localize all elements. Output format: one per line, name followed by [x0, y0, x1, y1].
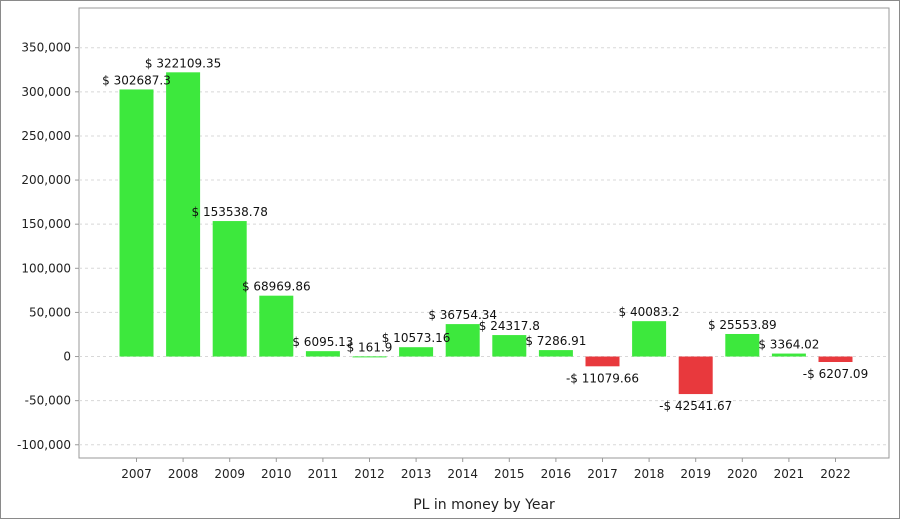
data-label-2009: $ 153538.78 — [192, 205, 268, 219]
y-tick-label: 350,000 — [21, 41, 71, 55]
data-labels: $ 302687.3 $ 322109.35 $ 153538.78 $ 68969.… — [102, 56, 868, 413]
y-tick-label: 50,000 — [29, 305, 71, 319]
bar-2008 — [166, 72, 201, 357]
bar-2013 — [399, 347, 434, 357]
y-tick-label: 150,000 — [21, 217, 71, 231]
bar-2015 — [492, 335, 527, 357]
bar-2020 — [725, 333, 760, 357]
y-tick-label: 250,000 — [21, 129, 71, 143]
x-tick-label-2016: 2016 — [541, 467, 572, 481]
x-axis-title: PL in money by Year — [413, 497, 555, 513]
y-tick-label: -50,000 — [25, 394, 71, 408]
x-tick-label-2011: 2011 — [308, 467, 339, 481]
x-tick-label-2008: 2008 — [168, 467, 199, 481]
x-tick-label-2010: 2010 — [261, 467, 292, 481]
data-label-2020: $ 25553.89 — [708, 318, 777, 332]
x-tick-label-2014: 2014 — [447, 467, 478, 481]
bar-2011 — [305, 351, 340, 357]
x-tick-label-2017: 2017 — [587, 467, 618, 481]
data-label-2013: $ 10573.16 — [382, 331, 451, 345]
x-tick-label-2012: 2012 — [354, 467, 385, 481]
bar-2014 — [445, 324, 480, 357]
bar-2009 — [212, 221, 247, 357]
x-tick-label-2009: 2009 — [214, 467, 245, 481]
y-tick-label: -100,000 — [17, 438, 71, 452]
data-label-2014: $ 36754.34 — [428, 308, 497, 322]
x-tick-label-2022: 2022 — [820, 467, 851, 481]
bar-2007 — [119, 89, 154, 357]
bar-2016 — [538, 350, 573, 357]
x-axis-ticks: 2007 2008 2009 2010 2011 2012 2013 2014 2015 2016… — [121, 458, 851, 481]
data-label-2017: -$ 11079.66 — [566, 371, 639, 385]
y-tick-label: 100,000 — [21, 261, 71, 275]
data-label-2015: $ 24317.8 — [479, 319, 540, 333]
data-label-2007: $ 302687.3 — [102, 73, 171, 87]
bar-2022 — [818, 356, 853, 363]
data-label-2019: -$ 42541.67 — [659, 399, 732, 413]
data-label-2018: $ 40083.2 — [619, 305, 680, 319]
data-label-2022: -$ 6207.09 — [803, 367, 868, 381]
bar-2012 — [352, 356, 387, 358]
bar-2018 — [632, 321, 667, 357]
y-axis-ticks: -100,000 -50,000 0 50,000 100,000 150,000 200,… — [17, 41, 79, 452]
bar-2017 — [585, 356, 620, 367]
data-label-2021: $ 3364.02 — [758, 338, 819, 352]
bars — [119, 72, 853, 395]
data-label-2012: $ 161.9 — [347, 340, 393, 354]
data-label-2011: $ 6095.13 — [292, 335, 353, 349]
x-tick-label-2020: 2020 — [727, 467, 758, 481]
bar-2010 — [259, 295, 294, 357]
y-tick-label: 200,000 — [21, 173, 71, 187]
x-tick-label-2007: 2007 — [121, 467, 152, 481]
bar-2021 — [771, 353, 806, 357]
x-tick-label-2018: 2018 — [634, 467, 665, 481]
x-tick-label-2019: 2019 — [680, 467, 711, 481]
x-tick-label-2013: 2013 — [401, 467, 432, 481]
x-tick-label-2015: 2015 — [494, 467, 525, 481]
data-label-2016: $ 7286.91 — [525, 334, 586, 348]
x-tick-label-2021: 2021 — [774, 467, 805, 481]
bar-2019 — [678, 356, 713, 395]
data-label-2008: $ 322109.35 — [145, 56, 221, 70]
data-label-2010: $ 68969.86 — [242, 280, 311, 294]
y-tick-label: 0 — [63, 350, 71, 364]
plot-area — [78, 7, 890, 459]
y-tick-label: 300,000 — [21, 85, 71, 99]
